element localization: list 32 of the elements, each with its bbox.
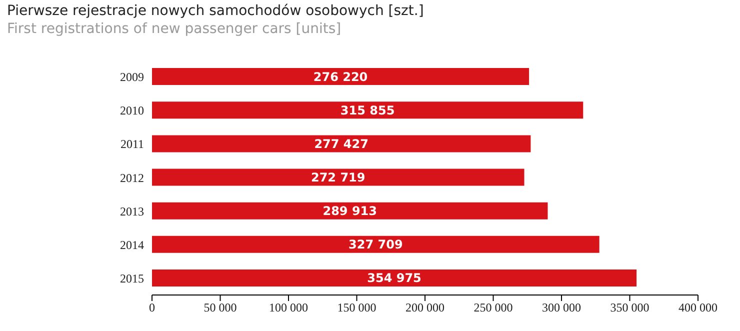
- data-label: 272 719: [310, 170, 366, 184]
- data-label: 327 709: [348, 238, 403, 252]
- y-tick-label: 2010: [120, 104, 144, 118]
- y-tick-label: 2009: [120, 70, 144, 84]
- data-label: 277 427: [314, 136, 368, 151]
- data-label: 354 975: [367, 271, 422, 286]
- data-label: 315 855: [340, 103, 395, 118]
- x-tick-label: 300 000: [542, 300, 581, 315]
- x-tick-label: 200 000: [406, 300, 444, 315]
- chart-title: Pierwsze rejestracje nowych samochodów osobowych [szt.]: [7, 3, 424, 19]
- y-tick-label: 2012: [120, 170, 144, 185]
- x-tick-label: 150 000: [337, 300, 376, 315]
- x-tick-label: 350 000: [610, 300, 650, 315]
- bar: [152, 102, 584, 119]
- x-tick-label: 400 000: [678, 300, 718, 315]
- bar: [152, 168, 524, 186]
- chart-subtitle: First registrations of new passenger cars [units]: [7, 21, 342, 37]
- y-tick-label: 2014: [120, 238, 144, 252]
- y-tick-label: 2011: [120, 137, 144, 152]
- x-tick-label: 0: [149, 300, 155, 315]
- y-tick-label: 2013: [120, 204, 144, 218]
- bar: [152, 135, 531, 152]
- x-tick-label: 50 000: [204, 300, 237, 315]
- x-tick-label: 100 000: [269, 300, 308, 315]
- bar: [152, 68, 530, 86]
- y-tick-label: 2015: [120, 271, 144, 286]
- bar: [152, 236, 600, 253]
- x-tick-label: 250 000: [474, 300, 513, 315]
- data-label: 276 220: [313, 70, 368, 84]
- data-label: 289 913: [322, 204, 378, 218]
- bar: [152, 202, 548, 220]
- bar: [152, 269, 637, 286]
